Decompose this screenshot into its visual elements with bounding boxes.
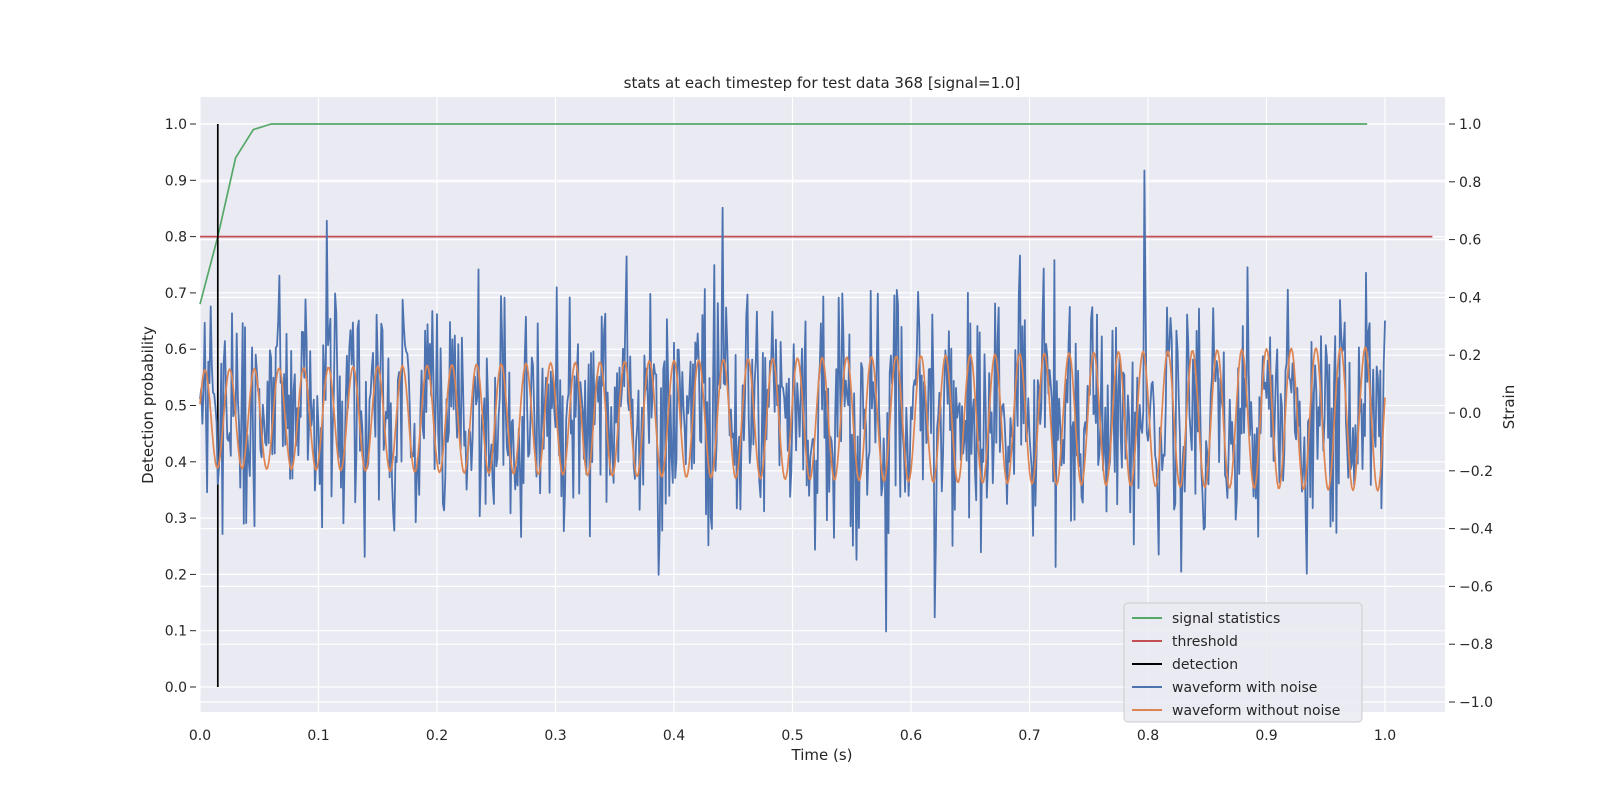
y-axis-label-right: Strain [1500,385,1518,429]
y-tick-label-left: 0.5 [165,399,187,415]
y-tick-label-right: 1.0 [1459,117,1481,133]
x-tick-label: 0.2 [426,728,448,744]
x-tick-label: 0.1 [307,728,329,744]
y-tick-label-left: 0.9 [165,173,187,189]
x-tick-label: 0.7 [1018,728,1040,744]
y-tick-label-right: −0.2 [1459,464,1493,480]
y-tick-label-left: 0.4 [165,455,187,471]
y-tick-label-left: 1.0 [165,117,187,133]
y-tick-label-right: −0.6 [1459,579,1493,595]
y-tick-label-left: 0.3 [165,511,187,527]
y-tick-label-right: −1.0 [1459,695,1493,711]
x-tick-label: 1.0 [1374,728,1396,744]
legend-box [1123,602,1363,723]
y-tick-label-right: 0.6 [1459,233,1481,249]
chart-title: stats at each timestep for test data 368… [624,74,1021,92]
legend-label: waveform with noise [1172,680,1317,696]
legend-label: detection [1172,657,1238,673]
x-tick-label: 0.8 [1137,728,1159,744]
series-layer [199,123,1433,687]
y-tick-label-left: 0.7 [165,286,187,302]
y-tick-label-right: −0.4 [1459,522,1493,538]
y-tick-label-left: 0.0 [165,680,187,696]
y-tick-label-left: 0.8 [165,230,187,246]
legend-label: threshold [1172,634,1238,650]
y-tick-label-right: 0.8 [1459,175,1481,191]
y-tick-label-left: 0.1 [165,624,187,640]
ticks: 0.0 0.1 0.2 0.3 0.4 0.5 0.6 0.7 0.8 0.9 1.0 0.0 0.1 0… [165,117,1493,744]
x-tick-label: 0.5 [781,728,803,744]
y-tick-label-right: 0.4 [1459,290,1481,306]
x-tick-label: 0.3 [544,728,566,744]
y-tick-label-right: 0.2 [1459,348,1481,364]
y-tick-label-left: 0.6 [165,342,187,358]
legend-label: signal statistics [1172,611,1280,627]
x-tick-label: 0.4 [663,728,685,744]
y-tick-label-right: 0.0 [1459,406,1481,422]
legend-label: waveform without noise [1172,703,1340,719]
x-tick-label: 0.0 [189,728,211,744]
y-tick-label-left: 0.2 [165,567,187,583]
x-tick-label: 0.9 [1255,728,1277,744]
series-signal-statistics [199,123,1368,305]
series-waveform-without-noise [199,346,1386,492]
y-axis-label-left: Detection probability [139,326,157,484]
x-axis-label: Time (s) [791,746,853,764]
y-tick-label-right: −0.8 [1459,637,1493,653]
x-tick-label: 0.6 [900,728,922,744]
legend: signal statistics threshold detection wavef… [1123,602,1363,723]
